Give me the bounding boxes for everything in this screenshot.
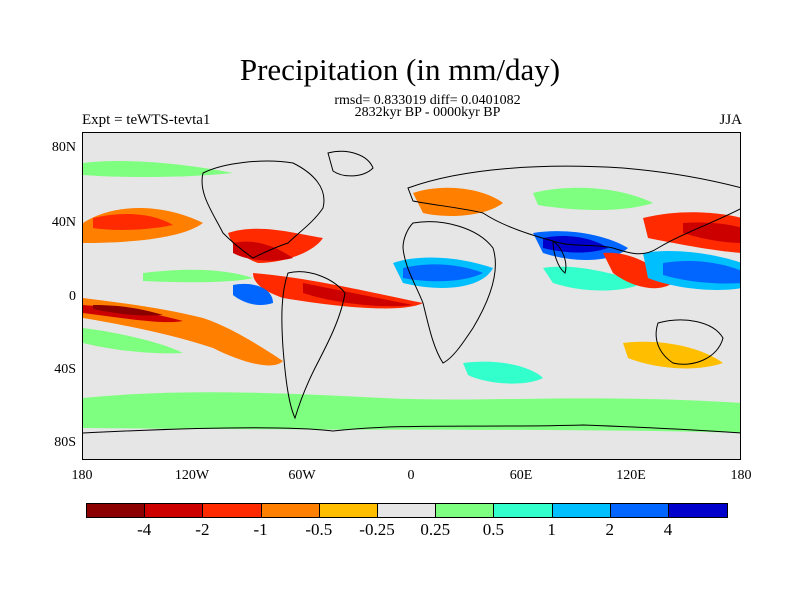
colorbar-label: 2	[605, 520, 615, 539]
colorbar-label: -2	[195, 520, 210, 539]
colorbar-label: 4	[663, 520, 673, 539]
lat-tick-80n: 80N	[51, 140, 76, 155]
colorbar-label: 0.25	[420, 520, 451, 539]
colorbar-label: -0.5	[305, 520, 333, 539]
region-wet-southern-ocean	[83, 392, 740, 433]
precipitation-map	[82, 132, 741, 460]
colorbar-box	[436, 504, 495, 517]
stats-subtitle: rmsd= 0.833019 diff= 0.0401082	[334, 93, 521, 108]
period-subtitle: 2832kyr BP - 0000kyr BP	[354, 105, 501, 120]
colorbar-box	[145, 504, 204, 517]
colorbar-box	[261, 504, 320, 517]
colorbar	[86, 503, 729, 518]
experiment-label: Expt = teWTS-tevta1	[82, 112, 211, 128]
colorbar-label: -1	[253, 520, 268, 539]
plot-title: Precipitation (in mm/day)	[239, 52, 561, 87]
region-wet-itcz	[143, 269, 253, 283]
colorbar-box	[610, 504, 669, 517]
lat-tick-0: 0	[69, 289, 76, 304]
lon-tick-60w: 60W	[288, 468, 316, 483]
region-dry-europe	[413, 187, 503, 216]
lon-tick-0: 0	[407, 468, 415, 483]
lon-tick-180w: 180	[71, 468, 93, 483]
colorbar-box	[319, 504, 378, 517]
colorbar-label: 1	[547, 520, 556, 539]
lon-tick-60e: 60E	[509, 468, 533, 483]
colorbar-box	[87, 504, 146, 517]
colorbar-label: -0.25	[359, 520, 395, 539]
lon-tick-120e: 120E	[616, 468, 646, 483]
lat-tick-40s: 40S	[54, 362, 76, 377]
lon-tick-120w: 120W	[174, 468, 210, 483]
season-label: JJA	[719, 112, 742, 128]
map-field	[83, 161, 740, 433]
colorbar-box	[203, 504, 262, 517]
colorbar-box	[668, 504, 728, 517]
lon-tick-180e: 180	[730, 468, 752, 483]
colorbar-label: -4	[137, 520, 152, 539]
colorbar-box	[552, 504, 611, 517]
colorbar-box	[377, 504, 437, 517]
colorbar-box	[494, 504, 553, 517]
lat-tick-80s: 80S	[54, 435, 76, 450]
colorbar-label: 0.5	[482, 520, 505, 539]
lat-tick-40n: 40N	[51, 215, 76, 230]
region-wet-equatorial-atlantic	[233, 283, 273, 306]
